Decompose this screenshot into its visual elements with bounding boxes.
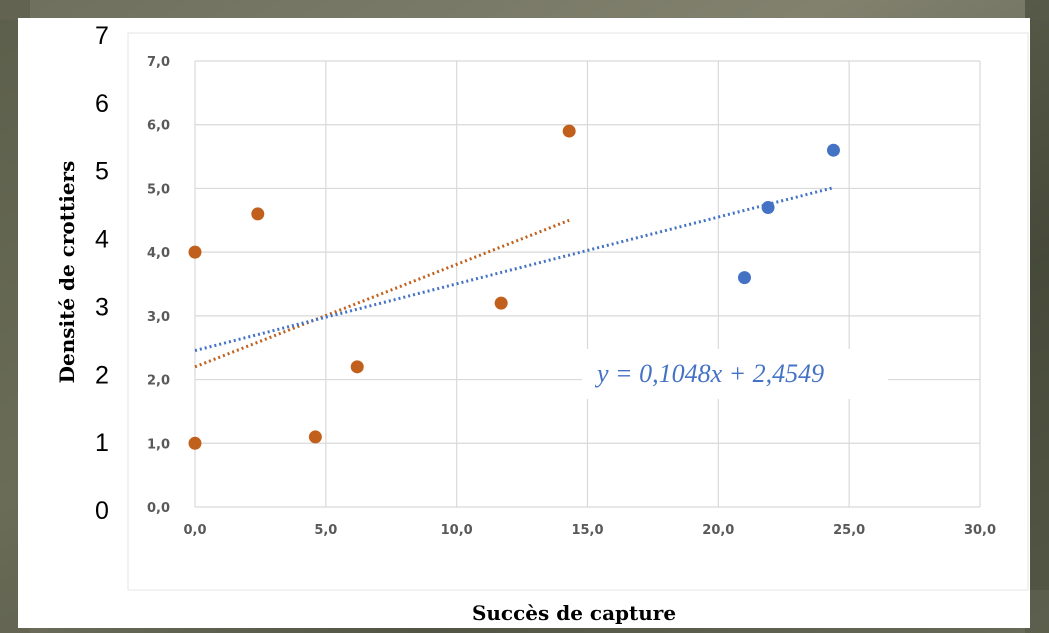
y-tick-label: 4,0	[147, 246, 170, 261]
outer-y-tick-label: 5	[95, 158, 109, 186]
data-point	[308, 430, 322, 444]
y-tick-label: 2,0	[147, 374, 170, 389]
trendline-equation: y = 0,1048x + 2,4549	[594, 359, 824, 388]
data-point	[761, 201, 775, 215]
x-axis-label: Succès de capture	[472, 601, 676, 625]
x-tick-label: 0,0	[183, 523, 206, 538]
outer-y-ticks: 0 1 2 3 4 5 6 7	[95, 22, 109, 525]
outer-y-tick-label: 3	[95, 293, 109, 321]
data-point	[188, 245, 202, 259]
chart-frame	[127, 32, 1029, 591]
x-tick-label: 30,0	[964, 523, 996, 538]
y-tick-label: 1,0	[147, 437, 170, 452]
data-point	[350, 360, 364, 374]
y-tick-label: 5,0	[147, 182, 170, 197]
data-point	[562, 124, 576, 138]
data-point	[738, 271, 751, 285]
outer-y-tick-label: 7	[95, 22, 109, 50]
equation-box	[582, 349, 888, 399]
y-axis-label: Densité de crottiers	[55, 161, 79, 384]
data-point	[826, 143, 840, 157]
x-tick-label: 20,0	[702, 523, 734, 538]
x-tick-label: 15,0	[571, 523, 603, 538]
grid	[194, 60, 981, 508]
x-tick-label: 10,0	[441, 523, 473, 538]
y-tick-label: 7,0	[147, 55, 170, 70]
y-tick-label: 0,0	[147, 501, 170, 516]
x-tick-label: 25,0	[833, 523, 865, 538]
y-tick-label: 3,0	[147, 310, 170, 325]
trendline	[194, 218, 570, 369]
x-tick-label: 5,0	[314, 523, 337, 538]
trendlines	[194, 186, 834, 369]
data-point	[188, 436, 202, 450]
outer-y-tick-label: 2	[95, 361, 109, 389]
data-point	[251, 207, 265, 221]
y-tick-label: 6,0	[147, 119, 170, 134]
outer-y-tick-label: 0	[95, 497, 109, 525]
tick-labels: 0,0 1,0 2,0 3,0 4,0 5,0 6,0 7,0 0,0 5,0 10,0 15,0 20…	[147, 55, 996, 538]
data-points	[188, 124, 840, 450]
data-point	[494, 296, 508, 310]
outer-y-tick-label: 1	[95, 429, 109, 457]
outer-y-tick-label: 4	[95, 226, 109, 254]
outer-y-tick-label: 6	[95, 90, 109, 118]
